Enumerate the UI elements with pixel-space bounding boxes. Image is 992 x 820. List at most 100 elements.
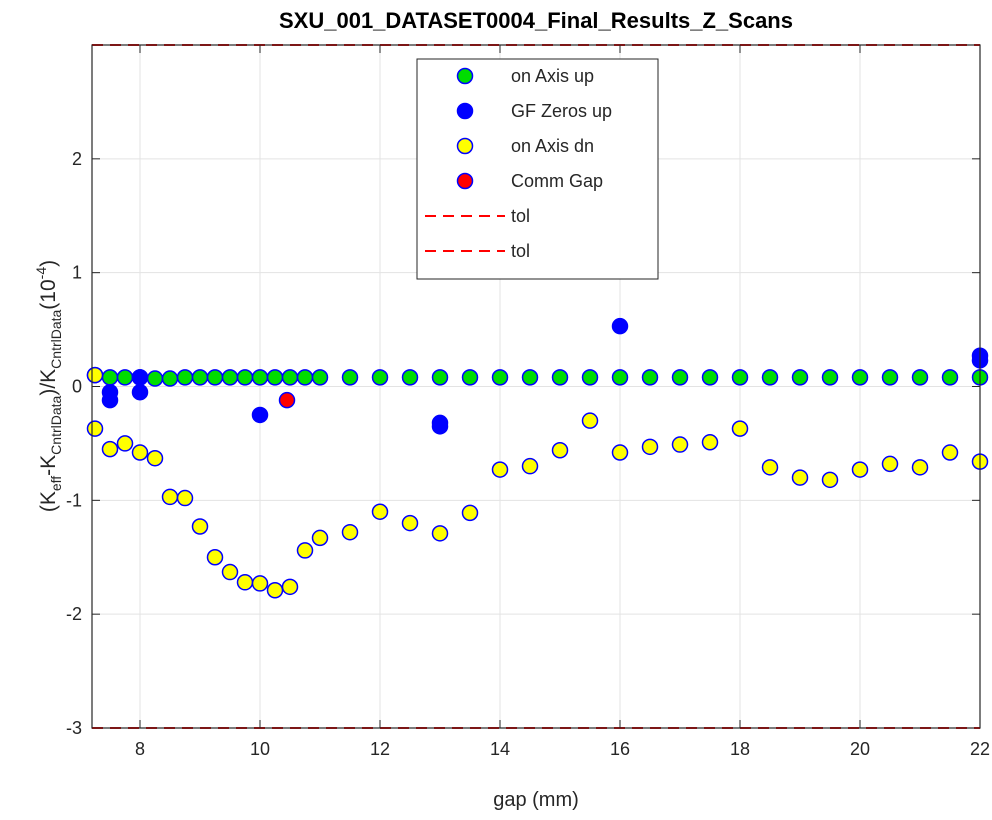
legend-marker (456, 67, 474, 85)
data-point (461, 504, 479, 522)
data-point (116, 369, 134, 386)
series-on-axis-dn (86, 366, 989, 599)
data-point (941, 444, 959, 461)
data-point (401, 514, 419, 532)
data-point (491, 461, 509, 478)
data-point (86, 366, 104, 384)
legend-label: tol (511, 241, 530, 261)
data-point (191, 369, 209, 386)
data-point (821, 369, 839, 386)
data-point (641, 438, 659, 456)
data-point (731, 420, 749, 437)
y-tick-label: 1 (72, 263, 82, 283)
series-comm-gap (278, 391, 296, 409)
data-point (941, 369, 959, 386)
chart-title: SXU_001_DATASET0004_Final_Results_Z_Scan… (279, 8, 793, 33)
legend-marker (456, 102, 474, 120)
data-point (266, 582, 284, 599)
legend-marker (456, 137, 474, 155)
data-point (266, 369, 284, 386)
legend-label: tol (511, 206, 530, 226)
data-point (221, 369, 239, 386)
y-tick-label: -1 (66, 490, 82, 510)
data-point (551, 441, 569, 459)
legend-box (416, 58, 659, 280)
data-point (521, 369, 539, 386)
data-point (431, 525, 449, 542)
data-point (431, 369, 449, 386)
data-point (701, 369, 719, 386)
data-point (461, 369, 479, 386)
data-point (671, 369, 689, 386)
x-tick-label: 10 (250, 739, 270, 759)
data-point (236, 369, 254, 386)
data-point (551, 369, 569, 386)
data-point (86, 420, 104, 437)
y-tick-label: 0 (72, 377, 82, 397)
legend-marker (456, 172, 474, 190)
data-point (851, 369, 869, 386)
legend-label: GF Zeros up (511, 101, 612, 121)
data-point (581, 412, 599, 429)
data-point (311, 529, 329, 547)
data-point (911, 459, 929, 476)
data-point (161, 488, 179, 506)
data-point (296, 542, 314, 559)
data-point (881, 369, 899, 386)
data-point (371, 503, 389, 520)
data-point (191, 518, 209, 535)
data-point (116, 435, 134, 452)
data-point (611, 317, 629, 335)
data-point (161, 370, 179, 387)
data-point (911, 369, 929, 386)
data-point (101, 440, 119, 458)
y-tick-label: 2 (72, 149, 82, 169)
x-tick-label: 8 (135, 739, 145, 759)
data-point (821, 471, 839, 489)
data-point (701, 434, 719, 451)
data-point (281, 369, 299, 386)
y-tick-label: -2 (66, 604, 82, 624)
data-point (491, 369, 509, 386)
data-point (176, 369, 194, 386)
data-point (131, 444, 149, 461)
data-point (371, 369, 389, 386)
data-point (611, 444, 629, 461)
data-point (131, 383, 149, 401)
data-point (101, 391, 119, 409)
data-point (581, 369, 599, 386)
data-point (761, 459, 779, 476)
data-series (86, 317, 989, 599)
series-on-axis-up (86, 366, 989, 387)
data-point (341, 369, 359, 386)
legend-label: Comm Gap (511, 171, 603, 191)
series-gf-zeros-up (101, 317, 989, 435)
data-point (851, 461, 869, 478)
data-point (281, 578, 299, 596)
data-point (206, 549, 224, 566)
data-point (341, 523, 359, 541)
data-point (521, 457, 539, 475)
data-point (881, 455, 899, 473)
data-point (731, 369, 749, 386)
data-point (296, 369, 314, 386)
data-point (131, 369, 149, 386)
legend: on Axis up GF Zeros up on Axis dn Comm Gap t… (416, 58, 659, 280)
data-point (236, 574, 254, 591)
data-point (278, 391, 296, 409)
x-tick-label: 22 (970, 739, 990, 759)
x-tick-label: 14 (490, 739, 510, 759)
legend-label: on Axis dn (511, 136, 594, 156)
data-point (251, 406, 269, 424)
data-point (146, 370, 164, 387)
legend-label: on Axis up (511, 66, 594, 86)
data-point (251, 575, 269, 592)
data-point (431, 418, 449, 435)
x-tick-label: 16 (610, 739, 630, 759)
data-point (611, 369, 629, 386)
x-axis-label: gap (mm) (493, 789, 579, 811)
data-point (761, 369, 779, 386)
x-tick-label: 12 (370, 739, 390, 759)
y-tick-label: -3 (66, 718, 82, 738)
